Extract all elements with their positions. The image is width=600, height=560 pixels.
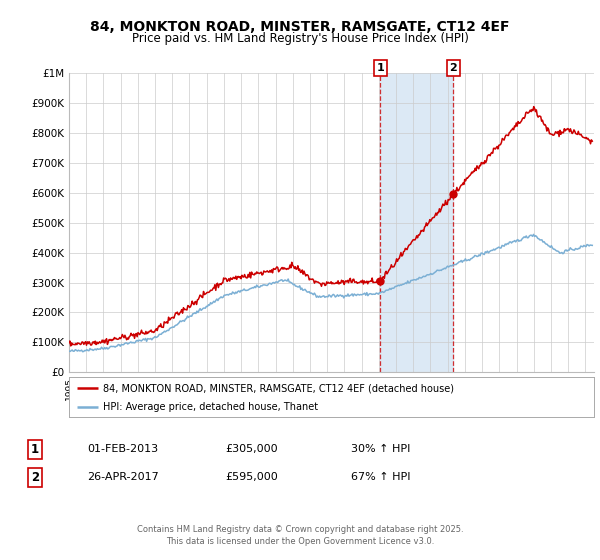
Bar [380,73,453,372]
Text: 1: 1 [31,442,39,456]
Text: HPI: Average price, detached house, Thanet: HPI: Average price, detached house, Than… [103,402,318,412]
Text: 84, MONKTON ROAD, MINSTER, RAMSGATE, CT12 4EF (detached house): 84, MONKTON ROAD, MINSTER, RAMSGATE, CT1… [103,383,454,393]
Text: £305,000: £305,000 [225,444,278,454]
Text: £595,000: £595,000 [225,472,278,482]
Text: 1: 1 [376,63,384,73]
Text: 2: 2 [31,470,39,484]
Text: 67% ↑ HPI: 67% ↑ HPI [351,472,410,482]
Text: 01-FEB-2013: 01-FEB-2013 [87,444,158,454]
Text: 26-APR-2017: 26-APR-2017 [87,472,159,482]
Text: Contains HM Land Registry data © Crown copyright and database right 2025.
This d: Contains HM Land Registry data © Crown c… [137,525,463,546]
Text: 84, MONKTON ROAD, MINSTER, RAMSGATE, CT12 4EF: 84, MONKTON ROAD, MINSTER, RAMSGATE, CT1… [90,20,510,34]
Text: 2: 2 [449,63,457,73]
Text: 30% ↑ HPI: 30% ↑ HPI [351,444,410,454]
Text: Price paid vs. HM Land Registry's House Price Index (HPI): Price paid vs. HM Land Registry's House … [131,32,469,45]
